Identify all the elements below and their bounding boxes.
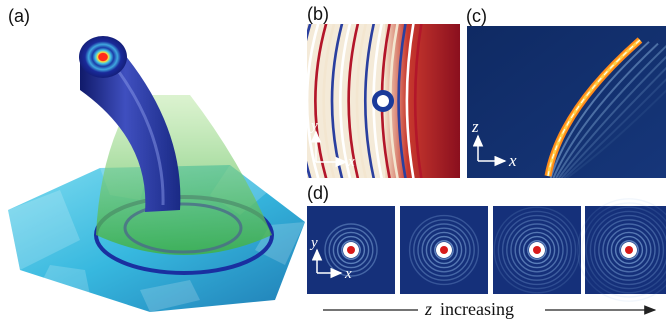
fringe-arc bbox=[314, 24, 328, 178]
panel-d-axes bbox=[311, 248, 343, 279]
panel-c: x z (c) bbox=[466, 6, 666, 178]
z-increasing-indicator: z increasing bbox=[323, 299, 657, 319]
panel-b: x y (b) bbox=[307, 4, 460, 178]
panel-d: (d) x y bbox=[307, 183, 666, 302]
tube-end-cap bbox=[79, 36, 127, 78]
caustic-side-fringe bbox=[549, 41, 650, 178]
panel-d-axis-y: y bbox=[309, 235, 318, 251]
caustic-side-fringe bbox=[552, 42, 659, 178]
panel-b-axes bbox=[310, 130, 348, 168]
fringe-arc bbox=[339, 24, 352, 178]
increasing-caption: increasing bbox=[440, 299, 514, 319]
fringe-arc bbox=[364, 24, 376, 178]
tube-highlight bbox=[108, 59, 165, 206]
propagation-frame bbox=[577, 198, 666, 302]
panel-c-axes bbox=[472, 134, 507, 167]
fringe-arc bbox=[330, 24, 344, 178]
caustic-side-fringe bbox=[560, 66, 666, 178]
panel-b-axis-y: y bbox=[309, 118, 318, 134]
panel-b-label: (b) bbox=[307, 4, 329, 24]
fringe-arc bbox=[413, 24, 423, 178]
caustic-fringes bbox=[549, 41, 666, 178]
caustic-side-fringe bbox=[555, 44, 666, 178]
panel-c-label: (c) bbox=[466, 6, 487, 26]
fringe-arc bbox=[405, 24, 415, 178]
caustic-side-fringe bbox=[563, 78, 666, 178]
propagation-frame bbox=[493, 206, 581, 294]
propagation-frame bbox=[400, 206, 488, 294]
panel-c-axis-x: x bbox=[508, 151, 517, 170]
fringe-arc bbox=[307, 24, 320, 178]
fringe-arc bbox=[355, 24, 368, 178]
panel-d-label: (d) bbox=[307, 183, 329, 203]
propagation-frame bbox=[307, 206, 395, 294]
panel-a: (a) bbox=[8, 6, 305, 312]
fringe-arc bbox=[397, 24, 407, 178]
caustic-side-fringe bbox=[566, 89, 666, 178]
panel-c-axis-z: z bbox=[471, 117, 479, 136]
inner-ring bbox=[123, 202, 243, 254]
propagation-frames bbox=[307, 198, 666, 302]
z-symbol: z bbox=[424, 299, 432, 319]
fringe-arc bbox=[347, 24, 360, 178]
caustic-side-fringe bbox=[557, 55, 666, 178]
panel-d-axis-x: x bbox=[344, 266, 352, 282]
fringe-arc bbox=[322, 24, 336, 178]
panel-b-axis-x: x bbox=[347, 154, 355, 170]
blue-tube bbox=[80, 55, 181, 212]
panel-a-label: (a) bbox=[8, 6, 30, 26]
